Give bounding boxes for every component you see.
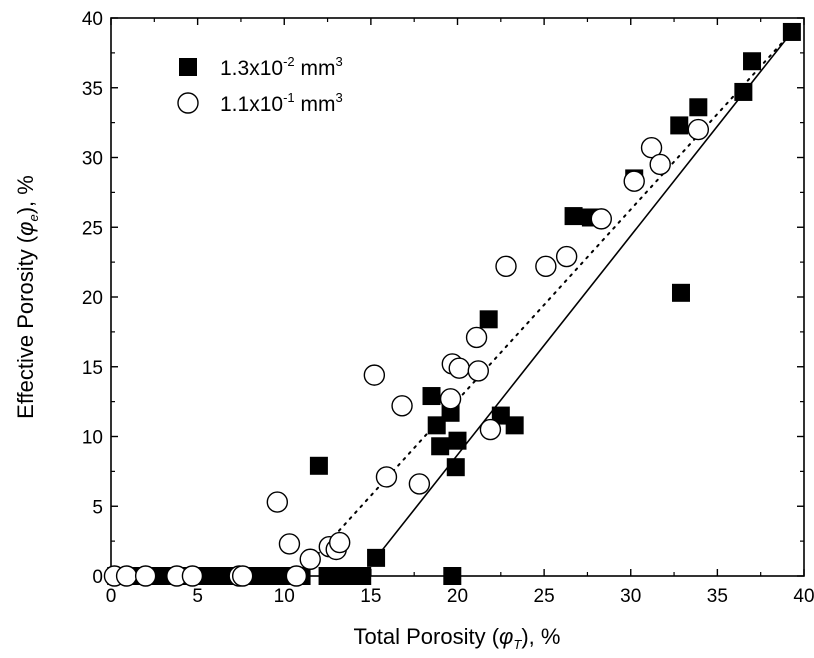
x-tick-label: 20 (447, 586, 468, 607)
circle-data-point (649, 153, 671, 176)
circle-data-point (465, 326, 488, 349)
square-data-point (505, 416, 524, 435)
circle-data-point (535, 255, 557, 278)
square-data-point (448, 431, 467, 450)
legend-label-series-2: 1.1x10-1 mm3 (220, 90, 343, 116)
y-tick-label: 10 (82, 428, 103, 449)
circle-data-point (448, 357, 470, 379)
square-data-point (491, 406, 510, 425)
square-data-point (564, 207, 583, 226)
circle-data-point (391, 395, 413, 417)
legend-square-marker (179, 58, 197, 76)
circle-data-point (408, 473, 431, 495)
circle-data-point (328, 531, 351, 554)
square-data-point (743, 52, 762, 71)
square-data-point (782, 22, 801, 41)
y-axis-title: Effective Porosity (φe), % (13, 175, 41, 419)
solid-fit-line (375, 31, 793, 559)
tick-labels: 0 5 10 15 20 25 30 35 40 0 5 10 15 20 25 30 35 40 (82, 9, 814, 607)
x-tick-label: 5 (192, 586, 203, 607)
square-data-point (443, 567, 462, 585)
square-data-point (689, 98, 708, 117)
square-data-point (427, 416, 446, 435)
square-data-point (734, 82, 753, 101)
circle-data-point (439, 388, 462, 410)
square-data-point (446, 458, 465, 477)
y-tick-label: 35 (82, 79, 103, 100)
circle-data-point (687, 118, 710, 141)
square-data-point (367, 548, 386, 567)
circle-data-point (375, 466, 398, 488)
square-data-point (257, 567, 276, 585)
circle-data-point (363, 364, 386, 386)
square-data-point (318, 567, 337, 585)
square-data-point (353, 567, 372, 585)
dotted-fit-line (305, 30, 793, 568)
square-data-point (335, 567, 354, 585)
square-data-point (670, 116, 689, 135)
x-axis-title: Total Porosity (φT), % (354, 624, 561, 652)
y-tick-label: 20 (82, 288, 103, 309)
circle-data-point (623, 170, 645, 192)
circle-data-point (495, 255, 517, 278)
y-tick-label: 40 (82, 9, 103, 30)
square-data-point (431, 437, 450, 456)
x-tick-label: 0 (106, 586, 117, 607)
legend-circle-marker (177, 92, 199, 114)
circle-data-point (299, 548, 321, 570)
circle-data-point (467, 360, 489, 382)
square-data-point (309, 456, 328, 475)
square-data-point (671, 283, 690, 302)
square-data-point (205, 567, 224, 585)
fit-lines (305, 30, 793, 568)
circle-data-point (231, 565, 254, 587)
square-data-point (422, 387, 441, 406)
x-tick-label: 35 (707, 586, 728, 607)
x-tick-label: 30 (620, 586, 641, 607)
circle-data-point (266, 491, 289, 513)
square-data-point (479, 310, 498, 329)
legend: 1.3x10-2 mm3 1.1x10-1 mm3 (177, 54, 343, 116)
circle-data-point (134, 565, 157, 587)
y-tick-label: 25 (82, 218, 103, 239)
y-tick-label: 5 (92, 497, 103, 518)
y-tick-label: 15 (82, 358, 103, 379)
circle-data-point (590, 208, 612, 230)
circle-data-point (115, 565, 138, 587)
x-tick-label: 40 (793, 586, 814, 607)
x-tick-label: 10 (274, 586, 295, 607)
x-tick-label: 15 (360, 586, 381, 607)
circle-data-point (285, 565, 308, 587)
x-tick-label: 25 (534, 586, 555, 607)
circle-data-point (278, 533, 301, 555)
y-tick-label: 30 (82, 149, 103, 170)
circle-data-point (555, 245, 578, 268)
circle-data-point (181, 565, 204, 587)
y-tick-label: 0 (92, 567, 103, 588)
circle-data-point (640, 137, 663, 159)
legend-label-series-1: 1.3x10-2 mm3 (220, 54, 343, 80)
data-markers (103, 22, 801, 587)
circle-data-point (479, 418, 502, 441)
